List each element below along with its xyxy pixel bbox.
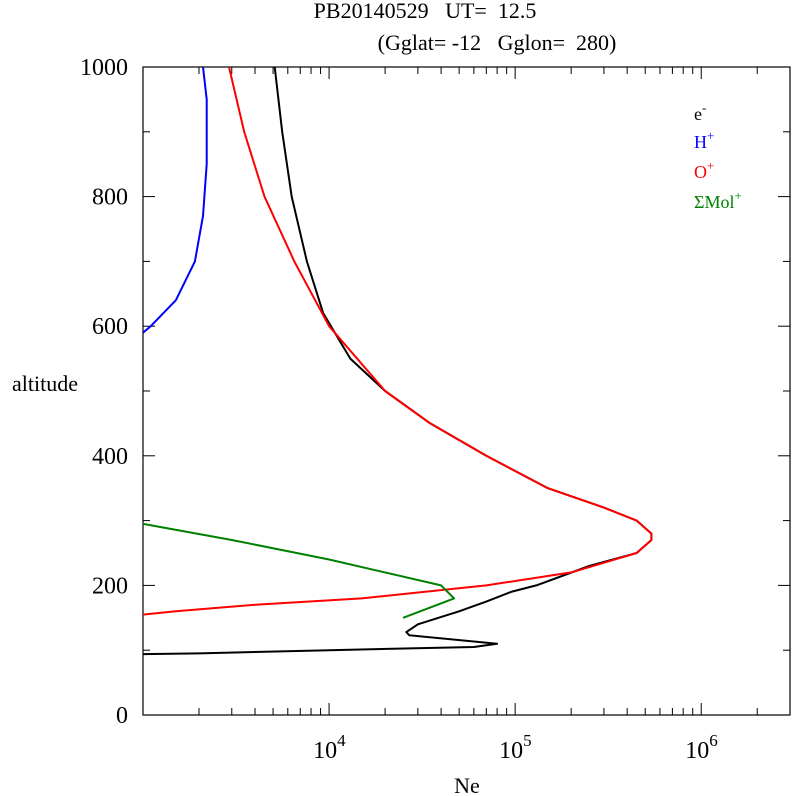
legend-entry: O+ [694, 158, 714, 182]
x-tick-labels: 104 105 106 [313, 731, 718, 764]
y-tick-label: 0 [116, 703, 128, 729]
chart-header-line1: PB20140529 UT= 12.5 [314, 0, 537, 23]
y-tick-label: 200 [92, 573, 128, 599]
y-tick-label: 1000 [80, 55, 128, 81]
x-axis-label: Ne [454, 773, 480, 796]
x-tick-label: 104 [313, 731, 346, 764]
chart-header: PB20140529 UT= 12.5 (Gglat= -12 Gglon= 2… [314, 0, 617, 55]
series-line [143, 67, 653, 656]
y-tick-labels: 0 200 400 600 800 1000 [80, 55, 128, 729]
y-tick-label: 600 [92, 314, 128, 340]
legend: e- H+ O+ ΣMol+ [694, 100, 742, 212]
series-line [143, 67, 653, 616]
series-line [143, 67, 208, 334]
x-tick-label: 105 [499, 731, 532, 764]
y-axis-label: altitude [12, 371, 78, 396]
axis-ticks [142, 66, 791, 716]
y-tick-label: 400 [92, 444, 128, 470]
x-tick-label: 106 [685, 731, 718, 764]
plot-frame [142, 66, 791, 716]
legend-entry: H+ [694, 128, 714, 152]
series-lines [143, 67, 653, 656]
legend-entry: ΣMol+ [694, 188, 742, 212]
series-line [143, 522, 456, 619]
legend-entry: e- [694, 100, 706, 124]
chart-header-line2: (Gglat= -12 Gglon= 280) [378, 30, 617, 55]
y-tick-label: 800 [92, 185, 128, 211]
